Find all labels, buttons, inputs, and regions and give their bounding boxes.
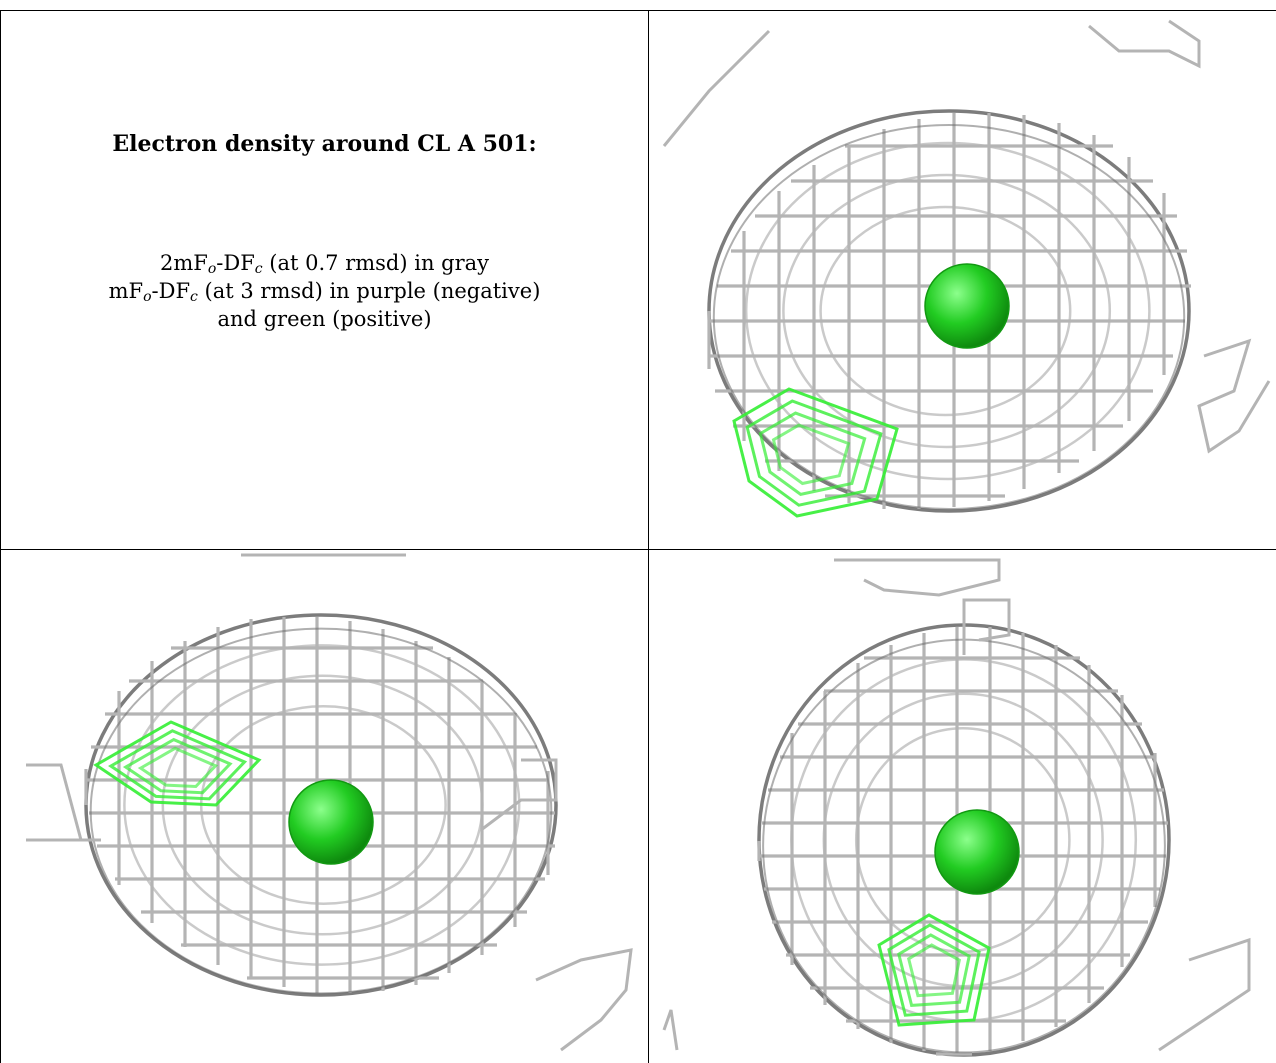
view-top-right [649,11,1276,549]
neighbor-fragment [1197,338,1271,454]
legend-line-gray: 2mFo-DFc (at 0.7 rmsd) in gray [159,251,490,277]
density-blob [757,623,1171,1057]
border-top [0,10,1276,11]
neighbor-fragment [662,1009,679,1051]
neighbor-fragment [26,763,101,842]
view-bottom-right [649,550,1276,1063]
border-left [0,10,1,1063]
view-bottom-left [1,550,648,1063]
positive-difference-mesh [93,720,262,807]
legend-line-positive: and green (positive) [217,307,432,331]
neighbor-fragment [535,948,633,1052]
neighbor-fragment [662,29,771,147]
divider-horizontal [0,549,1276,550]
neighbor-fragment [1088,19,1201,69]
chloride-atom [288,779,374,865]
neighbor-fragment [962,598,1011,655]
legend-title: Electron density around CL A 501: [112,131,537,157]
neighbor-fragment [834,558,1001,597]
neighbor-fragment [1158,937,1251,1052]
density-mesh-bottom-right [662,558,1251,1057]
neighbor-fragment [480,758,558,832]
density-mesh-top-right [662,19,1271,518]
divider-vertical [648,10,649,1063]
positive-difference-mesh [732,387,899,518]
chloride-atom [934,809,1020,895]
legend-panel: Electron density around CL A 501: 2mFo-D… [1,11,648,549]
chloride-atom [924,263,1010,349]
density-mesh-bottom-left [26,553,633,1052]
positive-difference-mesh [877,913,991,1027]
legend-line-difference: mFo-DFc (at 3 rmsd) in purple (negative) [108,279,541,305]
